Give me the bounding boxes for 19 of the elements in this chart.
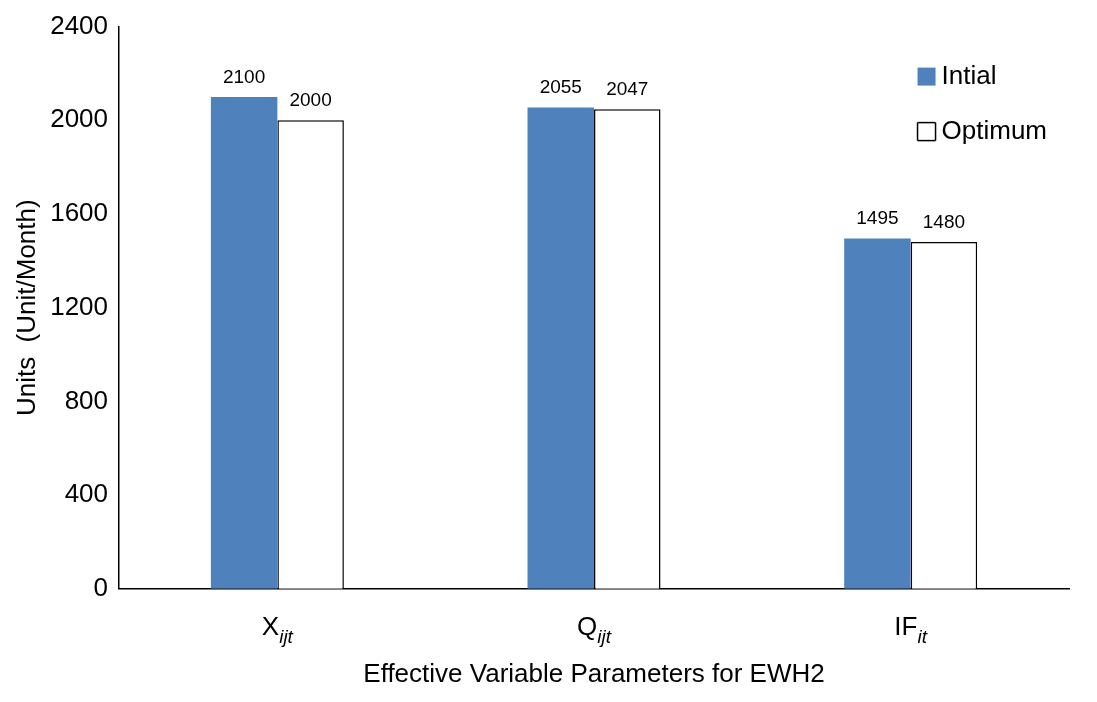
y-tick-label: 2000: [50, 103, 109, 134]
x-axis-title: Effective Variable Parameters for EWH2: [363, 657, 825, 688]
data-label: 2100: [222, 65, 266, 87]
data-label: 1480: [922, 210, 966, 232]
y-tick-label: 1600: [50, 197, 109, 228]
data-label: 2000: [289, 89, 332, 111]
y-tick-label: 1200: [50, 290, 109, 321]
y-axis-title: Units (Unit/Month): [10, 199, 41, 417]
y-tick-label: 400: [64, 478, 109, 509]
bar: [527, 107, 595, 589]
y-tick-label: 0: [93, 571, 109, 602]
data-label: 2055: [539, 76, 582, 98]
data-label: 2047: [606, 78, 649, 100]
y-tick-label: 2400: [50, 9, 109, 40]
data-label: 1495: [856, 207, 899, 229]
y-tick-label: 800: [64, 384, 109, 415]
text: Optimum: [941, 114, 1048, 145]
bar: [844, 238, 911, 589]
legend-label: Intial: [941, 59, 997, 90]
